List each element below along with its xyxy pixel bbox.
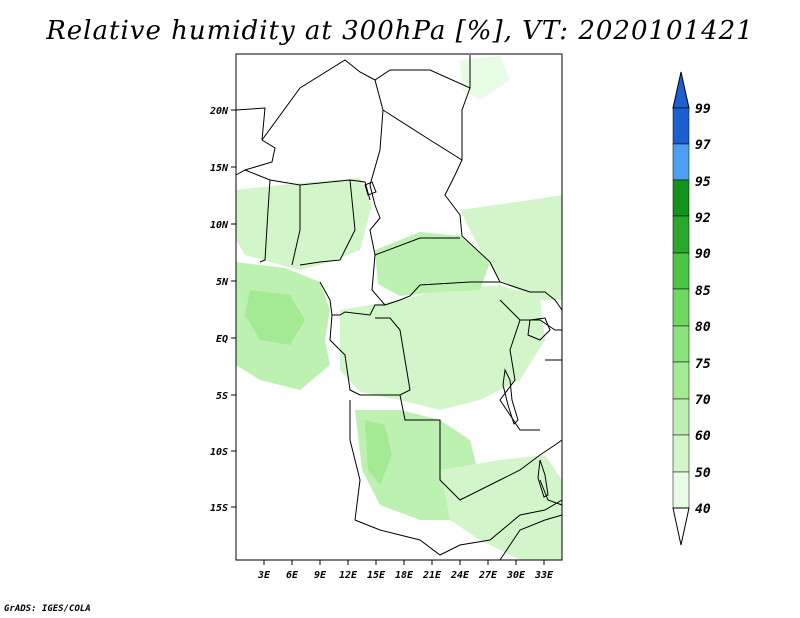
colorbar-segment xyxy=(672,471,690,509)
lat-label: 5N xyxy=(216,277,229,288)
lake-victoria xyxy=(527,317,551,341)
colorbar: 99 97 95 92 90 85 80 75 70 60 50 40 xyxy=(672,71,711,546)
colorbar-label: 50 xyxy=(695,466,711,481)
humidity-patch-central xyxy=(375,232,490,296)
lat-label: 10S xyxy=(210,447,228,458)
map-title: Relative humidity at 300hPa [%], VT: 202… xyxy=(46,16,754,46)
lat-label: 15S xyxy=(210,503,228,514)
lake-tanganyika xyxy=(502,368,519,425)
lake-malawi xyxy=(537,459,549,498)
colorbar-label: 70 xyxy=(695,393,711,408)
colorbar-label: 92 xyxy=(695,211,711,226)
colorbar-segment xyxy=(672,288,690,327)
colorbar-label: 97 xyxy=(695,138,711,153)
grads-credit: GrADS: IGES/COLA xyxy=(4,604,91,614)
lat-axis: 20N 15N 10N 5N EQ 5S 10S 15S xyxy=(209,106,236,514)
colorbar-label: 90 xyxy=(695,247,711,262)
lat-label: 5S xyxy=(216,391,228,402)
lon-label: 9E xyxy=(314,570,327,581)
colorbar-label: 85 xyxy=(695,284,711,299)
lake-chad xyxy=(364,181,377,196)
lon-label: 33E xyxy=(534,570,554,581)
lat-label: 15N xyxy=(210,163,229,174)
colorbar-top-arrow xyxy=(672,71,690,109)
colorbar-segment xyxy=(672,143,690,181)
map-frame xyxy=(235,53,563,561)
humidity-patch-east xyxy=(460,195,562,300)
colorbar-segment xyxy=(672,325,690,363)
lon-label: 24E xyxy=(450,570,470,581)
lon-label: 21E xyxy=(422,570,442,581)
humidity-patch-congo xyxy=(340,285,545,410)
colorbar-segment xyxy=(672,361,690,400)
humidity-patch-core-west xyxy=(245,290,305,345)
colorbar-label: 80 xyxy=(695,320,711,335)
lon-label: 15E xyxy=(367,570,386,581)
colorbar-segment xyxy=(672,252,690,290)
colorbar-segment xyxy=(672,398,690,436)
humidity-patch-south xyxy=(440,455,562,560)
humidity-patch-west-africa xyxy=(236,178,372,270)
lat-label: 10N xyxy=(210,220,229,231)
colorbar-segment xyxy=(672,179,690,217)
colorbar-segment xyxy=(672,434,690,473)
colorbar-label: 60 xyxy=(695,429,711,444)
humidity-patch-north xyxy=(460,56,510,100)
colorbar-label: 75 xyxy=(695,357,711,372)
colorbar-segment xyxy=(672,215,690,254)
colorbar-label: 99 xyxy=(695,102,711,117)
lon-label: 18E xyxy=(395,570,414,581)
lon-label: 27E xyxy=(478,570,498,581)
colorbar-label: 40 xyxy=(695,502,711,517)
lon-label: 30E xyxy=(506,570,526,581)
lakes xyxy=(364,181,551,498)
lon-label: 6E xyxy=(286,570,299,581)
lon-label: 3E xyxy=(257,570,271,581)
lon-axis: 3E 6E 9E 12E 15E 18E 21E 24E 27E 30E 33E xyxy=(257,560,554,581)
colorbar-label: 95 xyxy=(695,175,711,190)
colorbar-segment xyxy=(672,107,690,145)
lat-label: 20N xyxy=(209,106,229,117)
lat-label: EQ xyxy=(216,334,228,345)
humidity-patch-core-angola xyxy=(365,420,392,485)
humidity-field xyxy=(236,56,562,560)
lon-label: 12E xyxy=(339,570,358,581)
colorbar-bottom-arrow xyxy=(672,507,690,546)
